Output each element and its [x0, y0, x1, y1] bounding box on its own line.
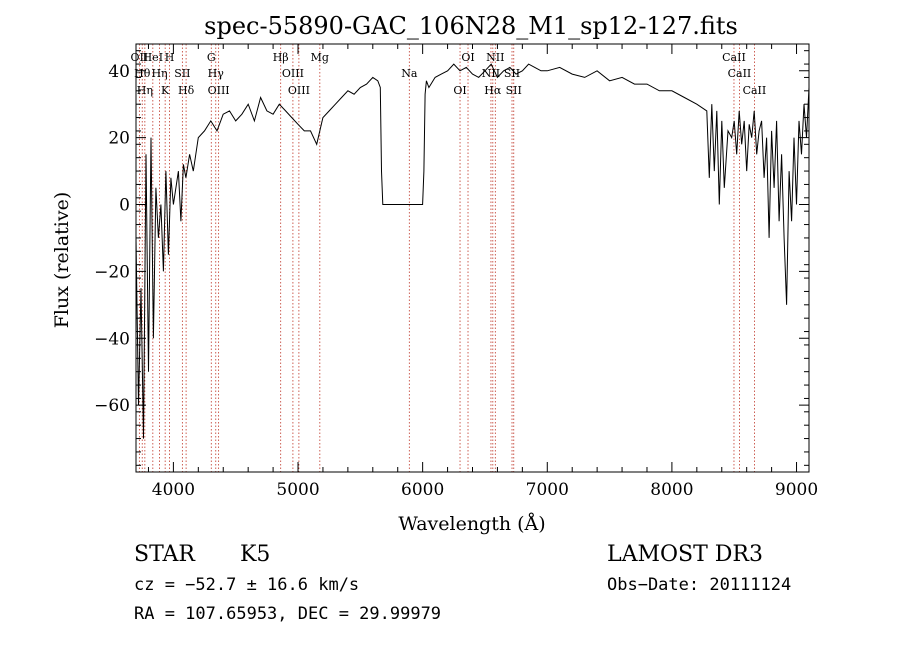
- y-axis-label: Flux (relative): [51, 192, 73, 329]
- object-class: STAR: [134, 542, 196, 567]
- line-marker-label: H: [165, 51, 175, 64]
- x-tick-label: 8000: [650, 480, 693, 500]
- object-subclass: K5: [240, 542, 270, 567]
- chart-title: spec-55890-GAC_106N28_M1_sp12-127.fits: [204, 12, 738, 40]
- y-axis-ticks: −60 −40 −20 0 20 40: [94, 50, 809, 466]
- line-marker-label: Na: [401, 67, 418, 80]
- y-tick-label: 0: [119, 196, 130, 216]
- line-marker-label: Mg: [311, 51, 329, 64]
- x-tick-label: 9000: [775, 480, 818, 500]
- line-marker-label: SII: [506, 84, 522, 97]
- line-marker-label: K: [161, 84, 170, 97]
- line-marker-label: Hη: [137, 84, 153, 97]
- line-marker-label: Hγ: [208, 67, 225, 80]
- line-marker-label: CaII: [743, 84, 767, 97]
- spectrum-line: [135, 63, 810, 439]
- line-marker-label: Hθ: [134, 67, 151, 80]
- line-marker-label: Hδ: [178, 84, 195, 97]
- line-marker-label: OI: [453, 84, 466, 97]
- x-axis-label: Wavelength (Å): [398, 513, 545, 535]
- line-marker-label: Hη: [151, 67, 167, 80]
- obs-date: Obs−Date: 20111124: [607, 575, 791, 595]
- y-tick-label: −60: [94, 396, 130, 416]
- line-marker-label: CaII: [728, 67, 752, 80]
- line-marker-label: OIII: [288, 84, 310, 97]
- line-marker-label: SII: [504, 67, 520, 80]
- line-marker-label: Hα: [484, 84, 502, 97]
- line-markers: [138, 44, 755, 472]
- line-marker-label: NII: [486, 51, 504, 64]
- line-marker-label: OIII: [282, 67, 304, 80]
- x-tick-label: 5000: [276, 480, 319, 500]
- coordinates: RA = 107.65953, DEC = 29.99979: [134, 604, 441, 624]
- line-marker-label: OII: [131, 51, 149, 64]
- x-axis-ticks: 4000 5000 6000 7000 8000 9000: [147, 44, 818, 500]
- line-marker-label: Hβ: [273, 51, 289, 64]
- y-tick-label: −40: [94, 329, 130, 349]
- x-tick-label: 7000: [526, 480, 569, 500]
- x-tick-label: 6000: [401, 480, 444, 500]
- line-marker-label: OI: [461, 51, 474, 64]
- y-tick-label: 20: [108, 129, 130, 149]
- redshift-text: cz = −52.7 ± 16.6 km/s: [134, 575, 359, 595]
- y-tick-label: −20: [94, 262, 130, 282]
- y-tick-label: 40: [108, 62, 130, 82]
- x-tick-label: 4000: [152, 480, 195, 500]
- line-marker-label: HeI: [143, 51, 163, 64]
- line-marker-label: NII: [482, 67, 500, 80]
- line-marker-label: CaII: [722, 51, 746, 64]
- survey-name: LAMOST DR3: [607, 542, 763, 567]
- line-marker-label: G: [207, 51, 216, 64]
- line-marker-label: OIII: [208, 84, 230, 97]
- line-marker-label: SII: [174, 67, 190, 80]
- plot-frame: [135, 43, 810, 473]
- line-marker-labels: OIIHθHηHeIHηKHSIIHδGHγOIIIHβOIIIOIIIMgNa…: [131, 51, 767, 97]
